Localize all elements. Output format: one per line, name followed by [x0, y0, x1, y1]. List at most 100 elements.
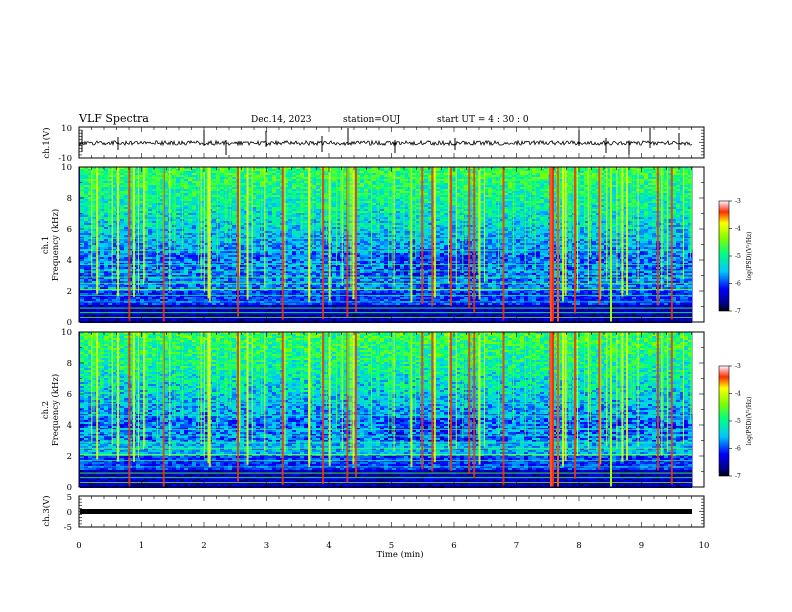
spectrogram-cell	[144, 299, 148, 301]
spectrogram-cell	[288, 189, 292, 191]
spectrogram-cell	[276, 229, 280, 231]
spectrogram-cell	[292, 291, 296, 293]
spectrogram-cell	[248, 251, 252, 253]
spectrogram-cell	[172, 225, 176, 227]
spectrogram-cell	[216, 267, 220, 269]
spectrogram-cell	[292, 213, 296, 215]
spectrogram-cell	[296, 293, 300, 295]
spectrogram-cell	[292, 171, 296, 173]
spectrogram-cell	[172, 297, 176, 299]
spectrogram-cell	[188, 229, 192, 231]
spectrogram-cell	[276, 177, 280, 179]
spectrogram-cell	[200, 253, 204, 255]
spectrogram-cell	[212, 217, 216, 219]
spectrogram-cell	[256, 189, 260, 191]
spectrogram-cell	[324, 281, 328, 283]
spectrogram-cell	[272, 203, 276, 205]
spectrogram-cell	[152, 239, 156, 241]
spectrogram-cell	[100, 245, 104, 247]
spectrogram-cell	[256, 271, 260, 273]
spectrogram-cell	[304, 193, 308, 195]
spectrogram-cell	[304, 245, 308, 247]
spectrogram-cell	[220, 217, 224, 219]
spectrogram-cell	[200, 257, 204, 259]
spectrogram-cell	[172, 177, 176, 179]
spectrogram-cell	[84, 233, 88, 235]
spectrogram-cell	[292, 189, 296, 191]
spectrogram-cell	[232, 205, 236, 207]
spectrogram-cell	[120, 185, 124, 187]
spectrogram-cell	[124, 177, 128, 179]
spectrogram-cell	[260, 299, 264, 301]
spectrogram-cell	[112, 285, 116, 287]
spectrogram-cell	[196, 293, 200, 295]
spectrogram-cell	[332, 251, 336, 253]
spectrogram-cell	[288, 179, 292, 181]
spectrogram-cell	[272, 175, 276, 177]
spectrogram-cell	[212, 233, 216, 235]
spectrogram-cell	[188, 185, 192, 187]
spectrogram-cell	[180, 313, 184, 315]
spectrogram-cell	[232, 211, 236, 213]
spectrogram-cell	[104, 261, 108, 263]
spectrogram-cell	[256, 267, 260, 269]
spectrogram-cell	[216, 255, 220, 257]
spectrogram-cell	[124, 279, 128, 281]
spectrogram-cell	[84, 297, 88, 299]
spectrogram-cell	[292, 279, 296, 281]
spectrogram-cell	[188, 253, 192, 255]
spectrogram-cell	[296, 297, 300, 299]
spectrogram-cell	[108, 273, 112, 275]
spectrogram-cell	[104, 171, 108, 173]
spectrogram-cell	[104, 245, 108, 247]
spectrogram-cell	[292, 241, 296, 243]
spectrogram-cell	[272, 279, 276, 281]
spectrogram-cell	[288, 221, 292, 223]
spectrogram-cell	[232, 169, 236, 171]
spectrogram-cell	[80, 201, 84, 203]
spectrogram-cell	[268, 299, 272, 301]
spectrogram-cell	[296, 175, 300, 177]
spectrogram-cell	[148, 287, 152, 289]
spectrogram-cell	[248, 261, 252, 263]
spectrogram-cell	[148, 231, 152, 233]
spectrogram-cell	[252, 291, 256, 293]
spectrogram-cell	[184, 197, 188, 199]
spectrogram-cell	[148, 251, 152, 253]
spectrogram-cell	[184, 189, 188, 191]
spectrogram-cell	[124, 235, 128, 237]
spectrogram-cell	[220, 225, 224, 227]
spectrogram-cell	[272, 171, 276, 173]
spectrogram-cell	[184, 239, 188, 241]
spectrogram-cell	[184, 297, 188, 299]
spectrogram-cell	[288, 297, 292, 299]
spectrogram-cell	[80, 287, 84, 289]
spectrogram-cell	[172, 267, 176, 269]
spectrogram-cell	[120, 233, 124, 235]
spectrogram-cell	[152, 265, 156, 267]
spectrogram-cell	[296, 217, 300, 219]
spectrogram-cell	[232, 315, 236, 317]
spectrogram-cell	[220, 229, 224, 231]
spectrogram-cell	[220, 299, 224, 301]
spectrogram-cell	[296, 313, 300, 315]
spectrogram-cell	[148, 175, 152, 177]
spectrogram-cell	[112, 319, 116, 321]
spectrogram-cell	[220, 177, 224, 179]
spectrogram-cell	[156, 231, 160, 233]
spectrogram-cell	[116, 299, 120, 301]
spectrogram-cell	[296, 253, 300, 255]
spectrogram-cell	[316, 239, 320, 241]
spectrogram-cell	[120, 199, 124, 201]
spectrogram-cell	[188, 309, 192, 311]
spectrogram-cell	[192, 253, 196, 255]
spectrogram-cell	[316, 261, 320, 263]
spectrogram-cell	[132, 313, 136, 315]
spectrogram-cell	[172, 185, 176, 187]
spectrogram-cell	[124, 305, 128, 307]
spectrogram-cell	[152, 177, 156, 179]
spectrogram-cell	[300, 297, 304, 299]
spectrogram-cell	[256, 169, 260, 171]
spectrogram-cell	[172, 219, 176, 221]
spectrogram-cell	[208, 309, 212, 311]
